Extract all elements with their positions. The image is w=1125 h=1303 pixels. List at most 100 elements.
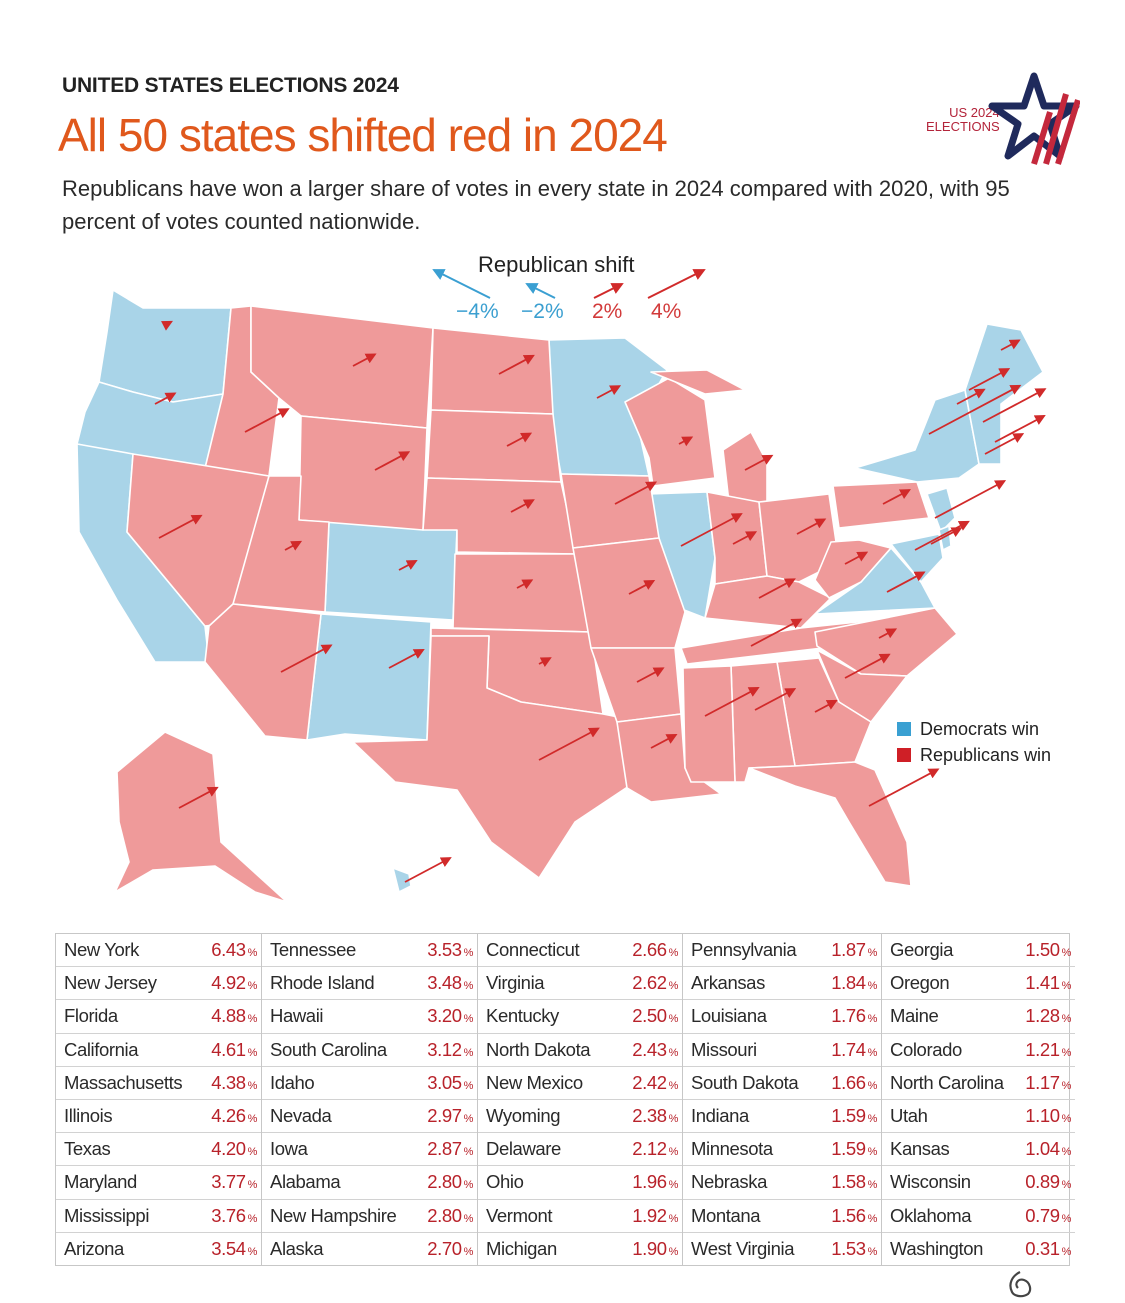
arrow-north-dakota <box>498 354 535 375</box>
state-name: Oregon <box>890 972 950 994</box>
arrow-tennessee <box>750 618 803 647</box>
state-name: Alabama <box>270 1171 341 1193</box>
state-name: Michigan <box>486 1238 557 1260</box>
arrow-new-york <box>928 384 1022 435</box>
arrow-arizona <box>280 644 333 673</box>
shift-value: 0.31% <box>1025 1238 1071 1260</box>
state-name: Georgia <box>890 939 954 961</box>
shift-value: 1.76% <box>831 1005 877 1027</box>
state-name: Connecticut <box>486 939 580 961</box>
arrow-kentucky <box>758 578 796 599</box>
state-hawaii <box>392 867 412 893</box>
table-row: Michigan 1.90% <box>478 1233 682 1266</box>
shift-value: 4.88% <box>211 1005 257 1027</box>
shift-value: 1.58% <box>831 1171 877 1193</box>
subtitle: Republicans have won a larger share of v… <box>62 176 1010 234</box>
state-name: Rhode Island <box>270 972 375 994</box>
arrow-alaska <box>178 786 219 809</box>
state-name: Maine <box>890 1005 939 1027</box>
table-row: West Virginia 1.53% <box>683 1233 881 1266</box>
us-2024-elections-logo: US 2024 ELECTIONS <box>918 72 1088 172</box>
arrow-minnesota <box>596 385 622 399</box>
table-row: New York 6.43% <box>56 934 261 968</box>
table-row: Tennessee 3.53% <box>262 934 477 968</box>
shift-value: 2.97% <box>427 1105 473 1127</box>
state-washington <box>98 289 232 403</box>
state-name: North Dakota <box>486 1038 591 1060</box>
shift-value: 1.74% <box>831 1038 877 1060</box>
shift-value: 4.92% <box>211 972 257 994</box>
state-name: Kansas <box>890 1138 950 1160</box>
shift-value: 3.48% <box>427 972 473 994</box>
shift-value: 1.59% <box>831 1138 877 1160</box>
shift-value: 1.41% <box>1025 972 1071 994</box>
state-colorado <box>324 521 458 621</box>
state-south-dakota <box>426 409 562 483</box>
state-name: Arkansas <box>691 972 765 994</box>
state-name: Texas <box>64 1138 111 1160</box>
shift-label-plus-2: 2% <box>592 300 623 323</box>
table-row: North Dakota 2.43% <box>478 1034 682 1067</box>
table-row: Illinois 4.26% <box>56 1100 261 1134</box>
shift-value: 2.87% <box>427 1138 473 1160</box>
shift-value: 1.28% <box>1025 1005 1071 1027</box>
shift-value: 1.21% <box>1025 1038 1071 1060</box>
shift-value: 1.04% <box>1025 1138 1071 1160</box>
arrow-washington <box>160 320 173 331</box>
table-row: Alabama 2.80% <box>262 1166 477 1200</box>
shift-value: 2.50% <box>632 1005 678 1027</box>
state-name: West Virginia <box>691 1238 795 1260</box>
state-new-jersey <box>926 487 956 533</box>
arrow-new-mexico <box>388 648 425 669</box>
shift-label-plus-4: 4% <box>651 300 682 323</box>
shift-key-title: Republican shift <box>478 252 635 277</box>
state-name: Massachusetts <box>64 1071 183 1093</box>
table-row: Kansas 1.04% <box>882 1133 1075 1167</box>
arrow-utah <box>284 540 303 551</box>
table-row: Wyoming 2.38% <box>478 1100 682 1134</box>
arrow-texas <box>538 727 600 761</box>
arrow-south-carolina <box>844 653 891 679</box>
kicker: UNITED STATES ELECTIONS 2024 <box>62 74 399 97</box>
shift-value: 1.66% <box>831 1071 877 1093</box>
state-name: Minnesota <box>691 1138 773 1160</box>
table-row: Minnesota 1.59% <box>683 1133 881 1167</box>
arrow-wyoming <box>374 451 411 471</box>
arrow-delaware <box>930 527 963 545</box>
arrow-arkansas <box>636 667 665 683</box>
table-row: Hawaii 3.20% <box>262 1000 477 1034</box>
table-row: Nebraska 1.58% <box>683 1166 881 1200</box>
state-name: Nevada <box>270 1105 332 1127</box>
arrow-indiana <box>732 531 758 545</box>
arrow-virginia <box>886 571 926 593</box>
state-indiana <box>706 491 768 585</box>
state-name: Iowa <box>270 1138 308 1160</box>
shift-value: 3.77% <box>211 1171 257 1193</box>
arrow-new-hampshire <box>968 368 1011 391</box>
table-row: California 4.61% <box>56 1034 261 1067</box>
state-name: Delaware <box>486 1138 561 1160</box>
state-name: New York <box>64 939 139 961</box>
shift-value: 4.61% <box>211 1038 257 1060</box>
arrow-north-carolina <box>878 628 898 639</box>
logo-text: US 2024 ELECTIONS <box>926 105 1000 134</box>
state-texas <box>352 635 636 879</box>
arrow-colorado <box>398 560 418 571</box>
arrow-west-virginia <box>844 551 869 565</box>
arrow-mississippi <box>704 686 760 717</box>
shift-key-arrows <box>432 269 706 299</box>
al-jazeera-logo-icon <box>1009 1271 1032 1298</box>
shift-value: 3.12% <box>427 1038 473 1060</box>
shift-value: 1.59% <box>831 1105 877 1127</box>
shift-value: 3.53% <box>427 939 473 961</box>
legend-swatch-republicans <box>897 748 911 762</box>
state-name: Pennsylvania <box>691 939 797 961</box>
state-name: New Jersey <box>64 972 157 994</box>
state-name: Arizona <box>64 1238 124 1260</box>
shift-value: 6.43% <box>211 939 257 961</box>
shift-value: 1.56% <box>831 1204 877 1226</box>
shift-table: New York 6.43% New Jersey 4.92% Florida 4.88%… <box>55 933 1075 1266</box>
table-row: Arizona 3.54% <box>56 1233 261 1266</box>
table-row: Rhode Island 3.48% <box>262 967 477 1001</box>
table-row: Maine 1.28% <box>882 1000 1075 1034</box>
